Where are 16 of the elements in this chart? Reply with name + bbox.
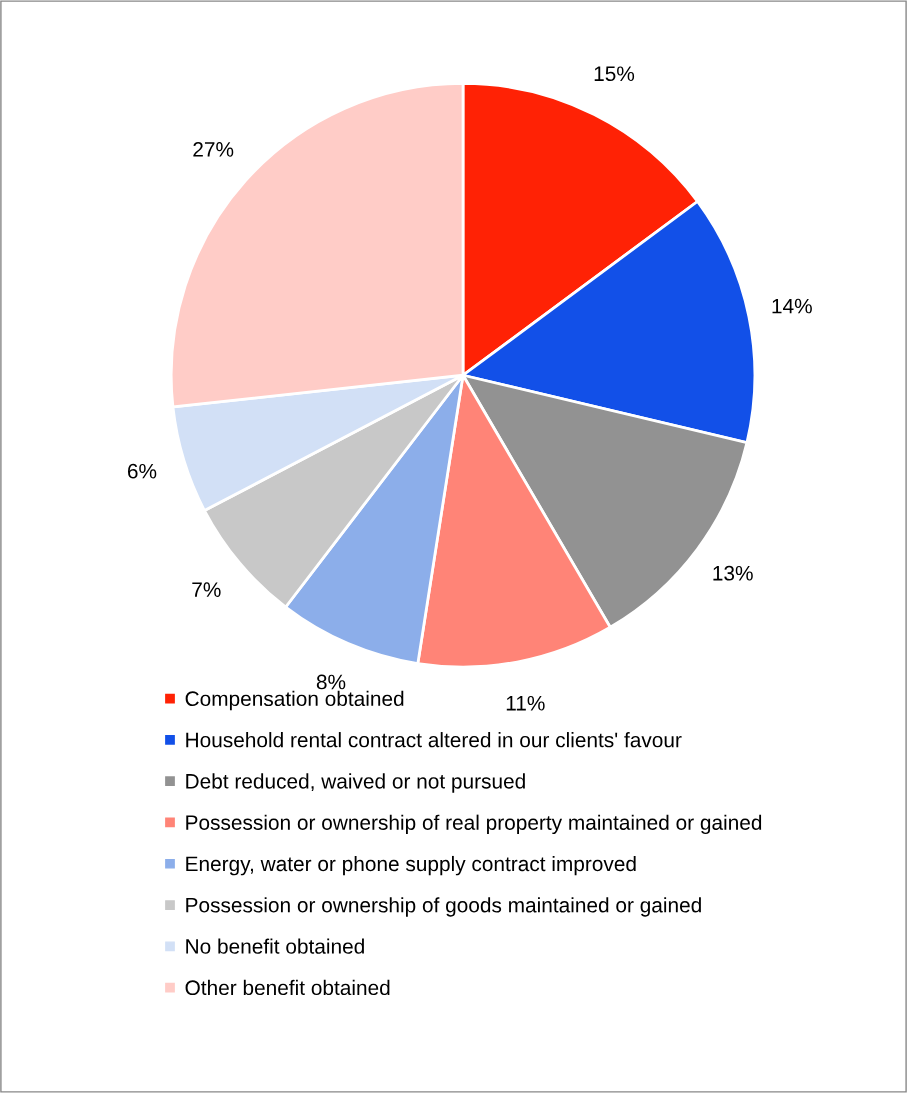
legend-label: Possession or ownership of goods maintained or gained xyxy=(186,897,701,917)
data-label: 7% xyxy=(192,582,221,597)
data-label: 8% xyxy=(316,674,346,690)
legend-label: Energy, water or phone supply contract improved xyxy=(186,855,636,876)
data-label: 15% xyxy=(594,66,635,82)
legend-label: Debt reduced, waived or not pursued xyxy=(186,773,525,793)
data-label: 13% xyxy=(713,565,753,581)
legend-label: Other benefit obtained xyxy=(185,979,390,996)
legend-label: Possession or ownership of real property maintained or gained xyxy=(186,814,762,835)
data-label: 6% xyxy=(127,463,157,479)
data-label: 27% xyxy=(193,142,234,157)
data-label: 11% xyxy=(506,695,545,711)
legend-label: Compensation obtained xyxy=(185,690,404,711)
legend-label: Household rental contract altered in our clients' favour xyxy=(186,732,682,748)
data-label: 14% xyxy=(772,298,812,314)
legend-label: No benefit obtained xyxy=(186,938,364,954)
